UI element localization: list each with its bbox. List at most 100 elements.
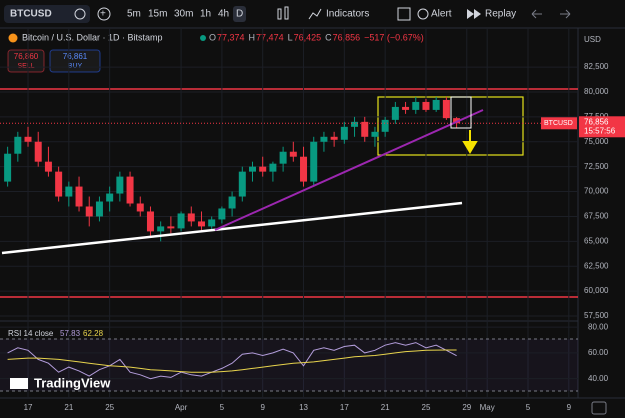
buy-label[interactable]: BUY [68,63,83,70]
interval[interactable]: D [236,9,243,20]
candle-body [330,136,338,140]
x-tick-label: 5 [526,403,531,412]
y-tick-label: 67,500 [584,212,609,221]
market-status [200,35,206,41]
y-tick-label: 62,500 [584,261,609,270]
alert[interactable]: Alert [431,9,452,20]
interval[interactable]: 4h [218,9,229,20]
ohlc-value: 77,374 [217,32,245,42]
symbol-tag-label: BTCUSD [544,120,573,127]
x-tick-label: 9 [567,403,572,412]
redo-icon[interactable] [560,9,571,19]
candle-body [218,208,226,220]
symbol[interactable]: BTCUSD [10,9,52,20]
candle-body [371,131,379,137]
sell-label[interactable]: SELL [17,63,34,70]
down-arrow [462,130,478,154]
interval[interactable]: 5m [127,9,141,20]
undo-icon[interactable] [531,9,542,19]
x-tick-label: Apr [175,403,188,412]
candle-body [249,166,257,172]
x-tick-label: 25 [422,403,431,412]
y-tick-label: 60,000 [584,286,609,295]
candle-body [136,203,144,212]
y-tick-label: 40.00 [588,374,609,383]
candle-body [85,206,93,217]
ohlc-label: H [249,32,256,42]
candle-body [310,141,318,182]
last-price: 76,856 [584,117,609,126]
candle-body [44,161,52,172]
ohlc-label: L [288,32,293,42]
x-tick-label: 21 [64,403,73,412]
candle-body [157,226,165,232]
candle-body [361,121,369,137]
trendline [1,201,463,255]
ohlc-value: 77,474 [256,32,284,42]
candle-body [146,211,154,232]
settings-icon[interactable] [591,401,607,415]
x-tick-label: 5 [220,403,225,412]
candle-body [208,219,216,227]
candle-body [422,101,430,110]
interval[interactable]: 15m [148,9,167,20]
candle-body [177,213,185,229]
candle-body [391,106,399,120]
sell-price[interactable]: 76,860 [14,52,39,61]
candle-body [238,171,246,197]
y-tick-label: 72,500 [584,162,609,171]
candle-body [75,186,83,207]
candle-body [453,118,461,124]
rsi-ma-value: 62.28 [83,329,104,338]
rsi-title: RSI 14 close [8,329,54,338]
candle-body [106,193,114,202]
indicators-icon[interactable] [308,8,322,20]
candle-body [126,176,134,204]
candle-body [65,186,73,197]
ohlc-label: O [209,32,216,42]
interval-active[interactable] [233,6,246,22]
y-tick-label: 82,500 [584,62,609,71]
x-tick-label: 17 [340,403,349,412]
sell-button[interactable] [7,49,45,73]
candle-body [34,141,42,162]
search-icon[interactable] [74,8,86,20]
compare-plus: + [100,9,106,20]
candle-body [279,151,287,164]
rsi-value: 57.83 [60,329,81,338]
candle-body [402,106,410,110]
x-tick-label: May [480,403,495,412]
interval[interactable]: 30m [174,9,193,20]
candle-body [442,99,450,119]
symbol-box[interactable] [4,5,90,23]
buy-price[interactable]: 76,861 [63,52,88,61]
candle-body [187,213,195,222]
interval[interactable]: 1h [200,9,211,20]
replay[interactable]: Replay [485,9,516,20]
y-tick-label: 80.00 [588,322,609,331]
candle-body [167,226,175,229]
candle-body [116,176,124,194]
y-tick-label: 60.00 [588,348,609,357]
candle-body [289,151,297,157]
buy-button[interactable] [49,49,101,73]
x-tick-label: 21 [381,403,390,412]
chart-type-icon[interactable] [277,8,282,20]
candle-body [432,99,440,110]
candle-body [259,166,267,172]
layout-icon[interactable] [397,7,411,21]
candle-body [95,201,103,217]
indicators[interactable]: Indicators [326,9,369,20]
chart-type-icon[interactable] [284,6,289,20]
ohlc-value: 76,856 [333,32,361,42]
compare-icon[interactable] [97,7,111,21]
trendline [214,109,484,231]
y-tick-label: 80,000 [584,87,609,96]
candle-body [269,163,277,172]
replay-icon[interactable] [467,9,481,19]
candle-body [197,221,205,227]
alert-icon[interactable] [417,8,429,20]
instrument-name: Bitcoin / U.S. Dollar · 1D · Bitstamp [22,32,163,42]
currency: USD [584,35,601,44]
logo: TradingView [34,375,111,390]
